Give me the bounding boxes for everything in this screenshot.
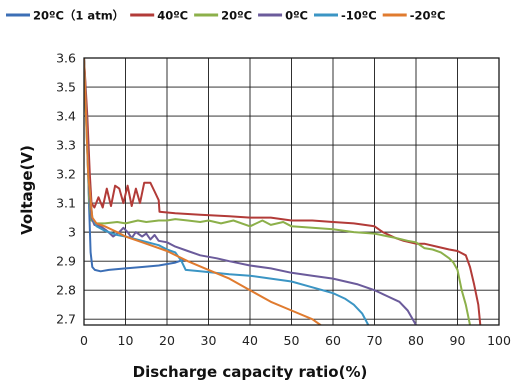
legend-item: 20ºC — [194, 9, 252, 23]
series-line-3 — [84, 58, 417, 325]
x-tick-label: 30 — [201, 333, 217, 348]
y-axis-label: Voltage(V) — [18, 145, 36, 235]
series-layer — [84, 58, 482, 325]
legend-item: -20ºC — [382, 9, 446, 23]
legend-item: 40ºC — [130, 9, 188, 23]
y-tick-label: 3.2 — [56, 167, 76, 182]
x-tick-label: 0 — [80, 333, 88, 348]
x-tick-label: 100 — [487, 333, 511, 348]
x-tick-label: 80 — [408, 333, 424, 348]
legend: 20ºC（1 atm） 40ºC 20ºC 0ºC -10ºC -20ºC — [6, 9, 445, 23]
x-tick-label: 40 — [242, 333, 258, 348]
y-tick-label: 3 — [68, 225, 76, 240]
legend-label: 20ºC — [221, 9, 252, 23]
y-tick-label: 3.6 — [56, 51, 76, 66]
legend-label: 40ºC — [157, 9, 188, 23]
legend-label: 20ºC（1 atm） — [33, 9, 124, 23]
series-line-1 — [84, 58, 482, 325]
legend-label: -10ºC — [341, 9, 377, 23]
y-tick-labels: 2.7 2.8 2.9 3 3.1 3.2 3.3 3.4 3.5 3.6 — [56, 51, 76, 327]
series-line-4 — [84, 58, 370, 325]
x-tick-label: 20 — [159, 333, 175, 348]
series-line-5 — [84, 58, 322, 325]
x-tick-labels: 0 10 20 30 40 50 60 70 80 90 100 — [80, 333, 511, 348]
series-line-2 — [84, 58, 471, 325]
y-tick-label: 2.9 — [56, 254, 76, 269]
x-tick-label: 70 — [367, 333, 383, 348]
y-tick-label: 2.7 — [56, 312, 76, 327]
legend-label: 0ºC — [285, 9, 308, 23]
legend-label: -20ºC — [410, 9, 446, 23]
y-tick-label: 3.1 — [56, 196, 76, 211]
y-tick-label: 2.8 — [56, 283, 76, 298]
x-tick-label: 90 — [450, 333, 466, 348]
x-tick-label: 50 — [284, 333, 300, 348]
x-tick-label: 10 — [118, 333, 134, 348]
y-tick-label: 3.4 — [56, 109, 76, 124]
y-tick-label: 3.3 — [56, 138, 76, 153]
grid — [83, 57, 500, 325]
x-tick-label: 60 — [325, 333, 341, 348]
plot-frame — [83, 57, 500, 326]
x-axis-label: Discharge capacity ratio(%) — [133, 363, 368, 381]
y-tick-label: 3.5 — [56, 80, 76, 95]
legend-item: 20ºC（1 atm） — [6, 9, 124, 23]
legend-item: 0ºC — [258, 9, 308, 23]
legend-item: -10ºC — [314, 9, 377, 23]
